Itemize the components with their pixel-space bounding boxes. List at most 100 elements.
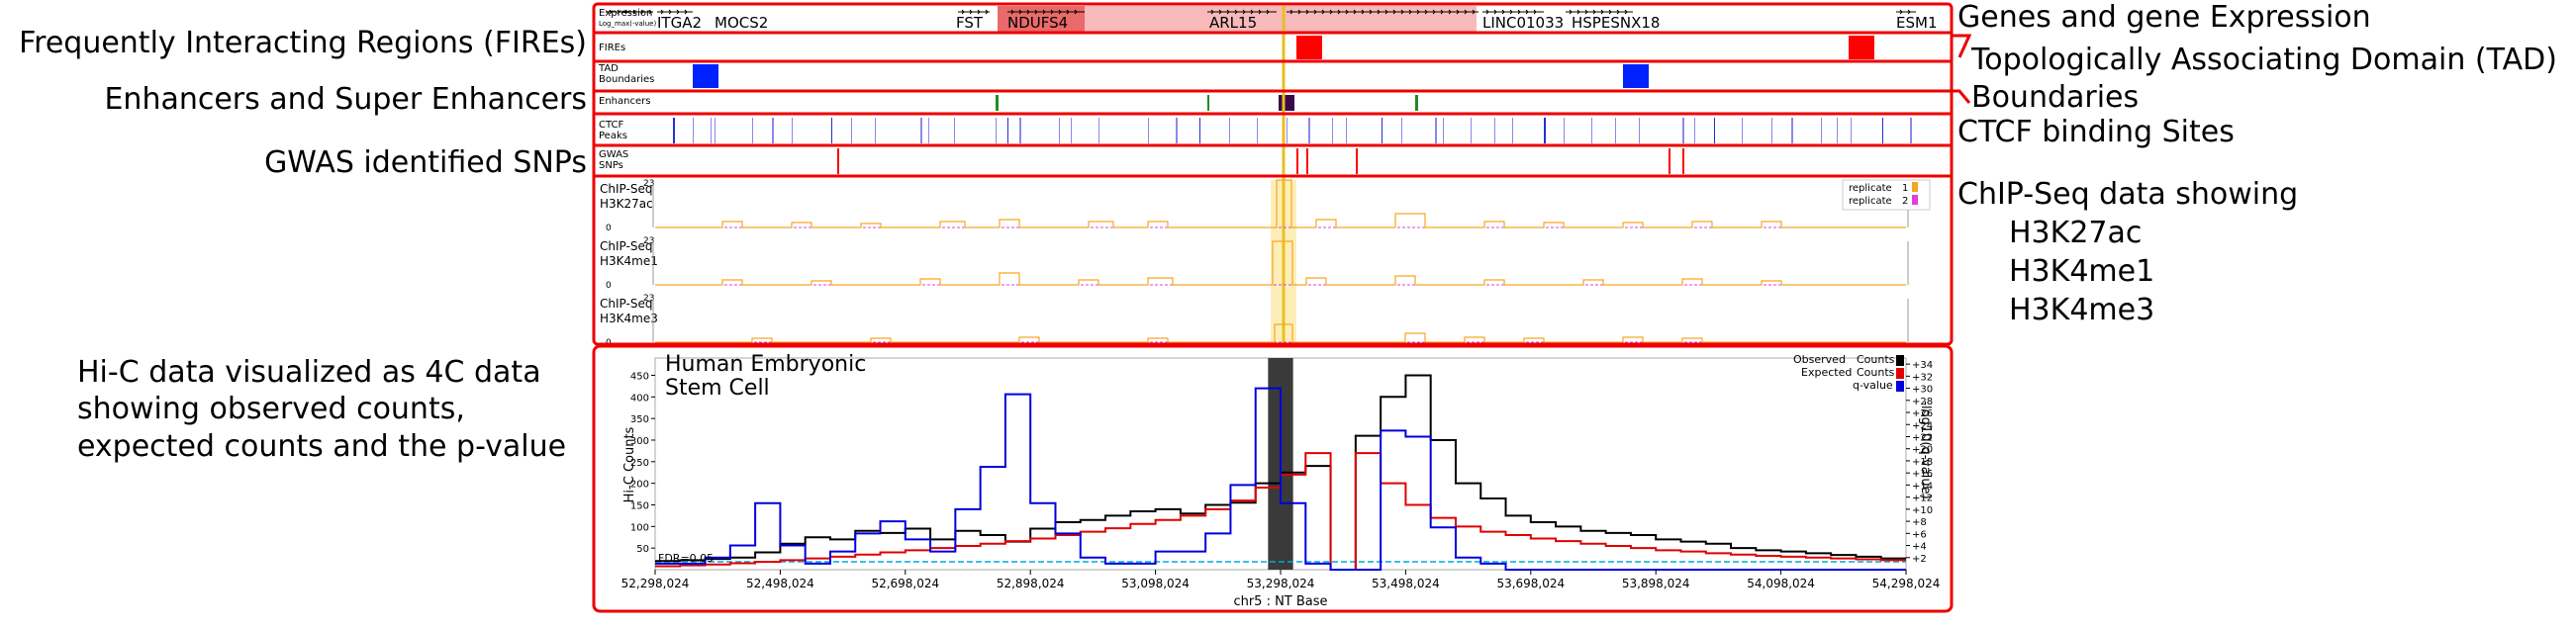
ytick-label: 250: [630, 458, 649, 469]
gene-strand-arrow: [1042, 9, 1046, 15]
gene-label: ITGA2: [657, 14, 702, 32]
ytick-label: 50: [636, 544, 649, 555]
track-label: FIREs: [599, 43, 625, 53]
annotation-hic-line: Hi-C data visualized as 4C data: [77, 355, 541, 390]
ctcf-peak: [928, 118, 929, 143]
gene-label: HSPESNX18: [1572, 14, 1660, 32]
connector-line: [1952, 34, 1972, 58]
ytick-label: 150: [630, 500, 649, 511]
ctcf-peak: [711, 118, 712, 143]
chip-legend-label: 1: [1902, 183, 1908, 194]
chip-max-label: 23: [643, 179, 654, 189]
gene-strand-arrow: [961, 9, 965, 15]
gene-strand-arrow: [969, 9, 973, 15]
gene-strand-arrow: [648, 9, 652, 15]
gene-strand-arrow: [1258, 9, 1262, 15]
chip-track-label: ChIP-Seq: [600, 182, 652, 196]
y2tick-label: +14: [1912, 481, 1933, 492]
xtick-label: 53,298,024: [1247, 577, 1315, 590]
replicate-1-line: [655, 179, 1906, 228]
hic-title: Stem Cell: [665, 376, 770, 401]
annotation-chip: ChIP-Seq data showing H3K27ac H3K4me1 H3…: [1957, 177, 2298, 327]
gene-strand-arrow: [1361, 9, 1365, 15]
ctcf-peak: [1682, 118, 1684, 143]
gwas-snp: [1669, 148, 1670, 174]
gene-strand-arrow: [1485, 9, 1489, 15]
gene-strand-arrow: [609, 9, 613, 15]
gene-strand-arrow: [1517, 9, 1521, 15]
track-panel: Expression Log_max(-value) ITGA2 MOCS2 F…: [592, 2, 1954, 348]
y2tick-label: +16: [1912, 469, 1933, 480]
gene-strand-arrow: [1576, 9, 1580, 15]
xtick-label: 54,098,024: [1747, 577, 1815, 590]
ctcf-peak: [831, 118, 832, 143]
gene-strand-arrow: [1218, 9, 1222, 15]
qvalue-swatch: [1896, 381, 1904, 392]
gene-strand-arrow: [1018, 9, 1022, 15]
chip-legend-label: 2: [1902, 196, 1908, 207]
annotation-tad: Topologically Associating Domain (TAD): [1970, 43, 2557, 77]
y2tick-label: +6: [1912, 529, 1927, 540]
gene-label: ARL15: [1209, 14, 1257, 32]
expected-swatch: [1896, 368, 1904, 379]
gene-strand-arrow: [1329, 9, 1333, 15]
y2tick-label: +8: [1912, 517, 1927, 528]
ctcf-peak: [1882, 118, 1883, 143]
hic-frame: [592, 344, 1954, 613]
gene-strand-arrow: [624, 9, 628, 15]
gene-strand-arrow: [1408, 9, 1412, 15]
gene-strand-arrow: [632, 9, 636, 15]
fire-block: [1296, 36, 1322, 59]
ctcf-peak: [693, 118, 694, 143]
ctcf-peak: [1471, 118, 1472, 143]
hic-legend-label: Counts: [1857, 353, 1895, 366]
chip-track-label: ChIP-Seq: [600, 297, 652, 311]
ytick-label: 100: [630, 522, 649, 533]
gene-strand-arrow: [617, 9, 620, 15]
gene-strand-arrow: [1066, 9, 1070, 15]
gene-strand-arrow: [1369, 9, 1373, 15]
annotation-ctcf: CTCF binding Sites: [1957, 115, 2235, 149]
gene-strand-arrow: [1624, 9, 1628, 15]
replicate-1-swatch: [1912, 182, 1918, 192]
gene-strand-arrow: [1010, 9, 1014, 15]
y2tick-label: +30: [1912, 385, 1933, 396]
gene-strand-arrow: [1289, 9, 1293, 15]
xtick-label: 52,298,024: [621, 577, 690, 590]
ctcf-peak: [1059, 118, 1060, 143]
ctcf-peak: [1229, 118, 1230, 143]
gene-strand-arrow: [1226, 9, 1230, 15]
ctcf-peak: [1851, 118, 1852, 143]
ctcf-peak: [1332, 118, 1333, 143]
hic-panel: 45040035030025020015010050+34+32+30+28+2…: [592, 344, 1954, 613]
gene-strand-arrow: [1464, 9, 1468, 15]
gene-strand-arrow: [1525, 9, 1529, 15]
gene-strand-arrow: [1345, 9, 1349, 15]
gene-strand-arrow: [1608, 9, 1612, 15]
track-label: Boundaries: [599, 74, 654, 85]
fdr-label: FDR=0.05: [658, 552, 714, 565]
gene-strand-arrow: [1250, 9, 1254, 15]
ctcf-peak: [1346, 118, 1347, 143]
gene-strand-arrow: [1592, 9, 1596, 15]
gene-strand-arrow: [1907, 9, 1911, 15]
ctcf-peak: [1382, 118, 1383, 143]
gwas-snp: [1306, 148, 1308, 174]
ctcf-peak: [1771, 118, 1772, 143]
xtick-label: 54,298,024: [1872, 577, 1941, 590]
connector-line: [1952, 89, 1971, 104]
gene-label: ESM1: [1896, 14, 1937, 32]
ctcf-peak: [1287, 118, 1288, 143]
xtick-label: 52,698,024: [871, 577, 939, 590]
chip-min-label: 0: [606, 281, 612, 291]
enhancer-mark: [1415, 95, 1418, 111]
gene-label: FST: [956, 14, 984, 32]
gene-strand-arrow: [668, 9, 672, 15]
gene-strand-arrow: [1034, 9, 1038, 15]
hic-legend-label: Observed: [1793, 353, 1846, 366]
xtick-label: 52,898,024: [997, 577, 1065, 590]
gene-strand-arrow: [660, 9, 664, 15]
fire-block: [1849, 36, 1874, 59]
ytick-label: 450: [630, 371, 649, 382]
